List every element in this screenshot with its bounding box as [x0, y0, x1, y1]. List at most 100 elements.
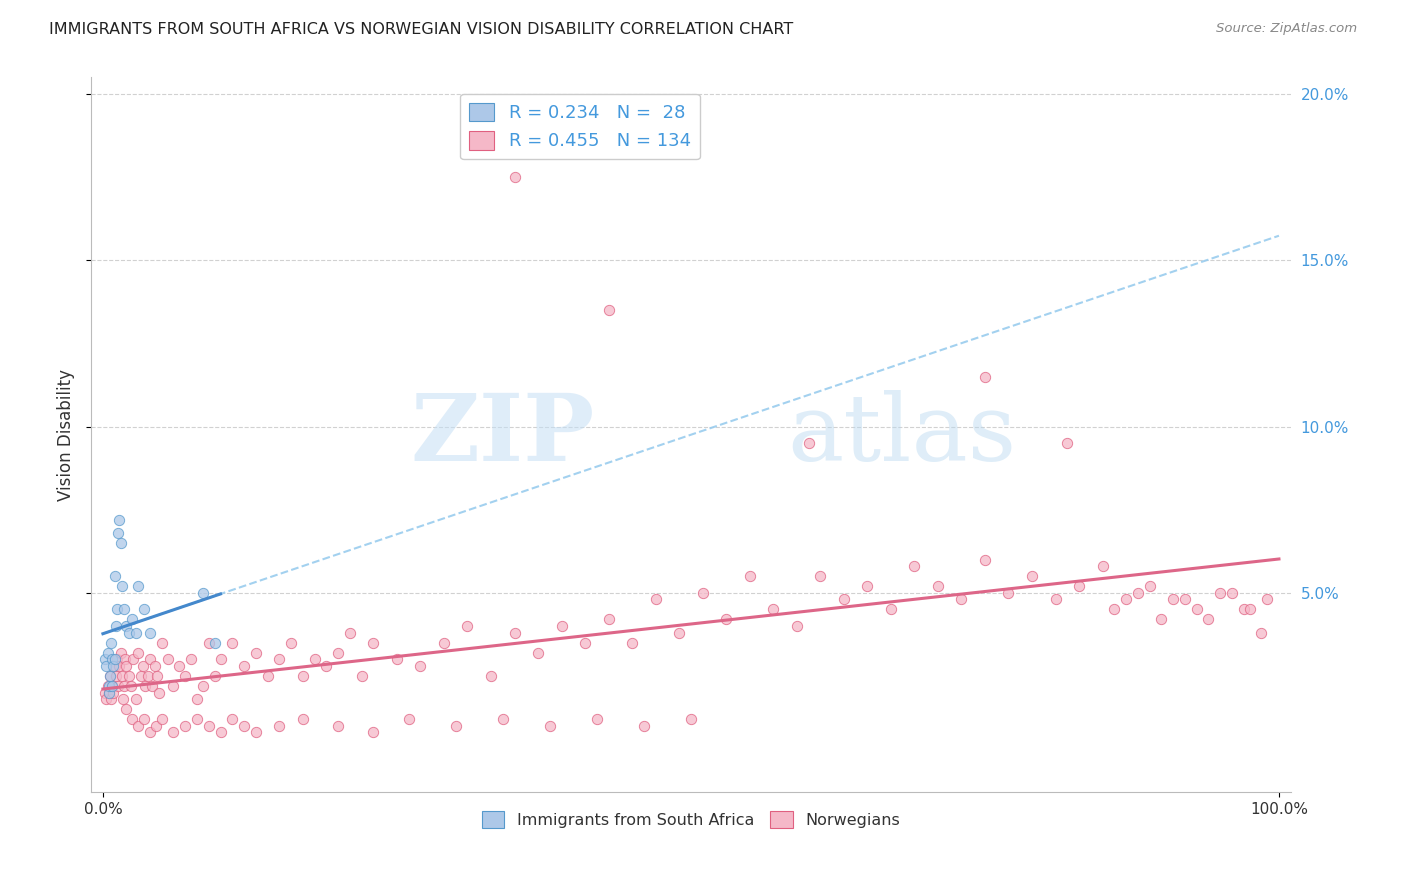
- Point: [503, 170, 526, 185]
- Point: [339, 625, 361, 640]
- Point: [96, 692, 118, 706]
- Point: [110, 646, 132, 660]
- Point: [125, 692, 148, 706]
- Point: [148, 685, 170, 699]
- Point: [1239, 602, 1261, 616]
- Point: [479, 669, 502, 683]
- Point: [156, 652, 179, 666]
- Point: [103, 685, 125, 699]
- Point: [574, 635, 596, 649]
- Point: [245, 725, 267, 739]
- Point: [139, 652, 162, 666]
- Point: [1197, 612, 1219, 626]
- Point: [191, 679, 214, 693]
- Point: [1021, 569, 1043, 583]
- Point: [633, 719, 655, 733]
- Point: [269, 719, 291, 733]
- Point: [127, 646, 149, 660]
- Point: [169, 659, 191, 673]
- Point: [1209, 586, 1232, 600]
- Point: [692, 586, 714, 600]
- Point: [598, 612, 620, 626]
- Point: [186, 712, 208, 726]
- Point: [139, 625, 162, 640]
- Point: [108, 659, 131, 673]
- Point: [1126, 586, 1149, 600]
- Point: [221, 635, 243, 649]
- Point: [1220, 586, 1243, 600]
- Point: [997, 586, 1019, 600]
- Point: [174, 719, 197, 733]
- Text: Source: ZipAtlas.com: Source: ZipAtlas.com: [1216, 22, 1357, 36]
- Point: [1161, 592, 1184, 607]
- Point: [456, 619, 478, 633]
- Point: [134, 679, 156, 693]
- Point: [98, 669, 121, 683]
- Text: atlas: atlas: [787, 390, 1017, 480]
- Point: [129, 669, 152, 683]
- Point: [111, 692, 134, 706]
- Point: [1091, 559, 1114, 574]
- Point: [363, 635, 385, 649]
- Point: [112, 679, 135, 693]
- Point: [103, 659, 125, 673]
- Point: [150, 635, 173, 649]
- Point: [115, 702, 138, 716]
- Point: [94, 652, 117, 666]
- Point: [221, 712, 243, 726]
- Point: [97, 685, 120, 699]
- Point: [132, 602, 155, 616]
- Point: [104, 652, 127, 666]
- Point: [209, 652, 232, 666]
- Point: [186, 692, 208, 706]
- Point: [1115, 592, 1137, 607]
- Point: [120, 679, 142, 693]
- Point: [97, 679, 120, 693]
- Point: [162, 725, 184, 739]
- Point: [114, 652, 136, 666]
- Point: [1056, 436, 1078, 450]
- Point: [832, 592, 855, 607]
- Point: [96, 659, 118, 673]
- Point: [291, 712, 314, 726]
- Point: [98, 669, 121, 683]
- Point: [111, 579, 134, 593]
- Point: [127, 719, 149, 733]
- Point: [197, 635, 219, 649]
- Point: [503, 625, 526, 640]
- Point: [97, 679, 120, 693]
- Point: [108, 513, 131, 527]
- Point: [121, 612, 143, 626]
- Point: [974, 552, 997, 566]
- Legend: Immigrants from South Africa, Norwegians: Immigrants from South Africa, Norwegians: [475, 805, 907, 834]
- Point: [856, 579, 879, 593]
- Point: [107, 679, 129, 693]
- Point: [150, 712, 173, 726]
- Point: [679, 712, 702, 726]
- Point: [197, 719, 219, 733]
- Point: [115, 659, 138, 673]
- Point: [363, 725, 385, 739]
- Point: [104, 669, 127, 683]
- Point: [104, 659, 127, 673]
- Point: [204, 669, 226, 683]
- Point: [132, 712, 155, 726]
- Point: [433, 635, 456, 649]
- Point: [398, 712, 420, 726]
- Point: [132, 659, 155, 673]
- Point: [1256, 592, 1278, 607]
- Point: [1233, 602, 1256, 616]
- Point: [1250, 625, 1272, 640]
- Point: [786, 619, 808, 633]
- Point: [797, 436, 820, 450]
- Point: [101, 652, 124, 666]
- Point: [350, 669, 373, 683]
- Point: [256, 669, 278, 683]
- Point: [143, 659, 166, 673]
- Point: [233, 659, 256, 673]
- Point: [94, 685, 117, 699]
- Point: [304, 652, 326, 666]
- Point: [621, 635, 644, 649]
- Point: [444, 719, 467, 733]
- Point: [269, 652, 291, 666]
